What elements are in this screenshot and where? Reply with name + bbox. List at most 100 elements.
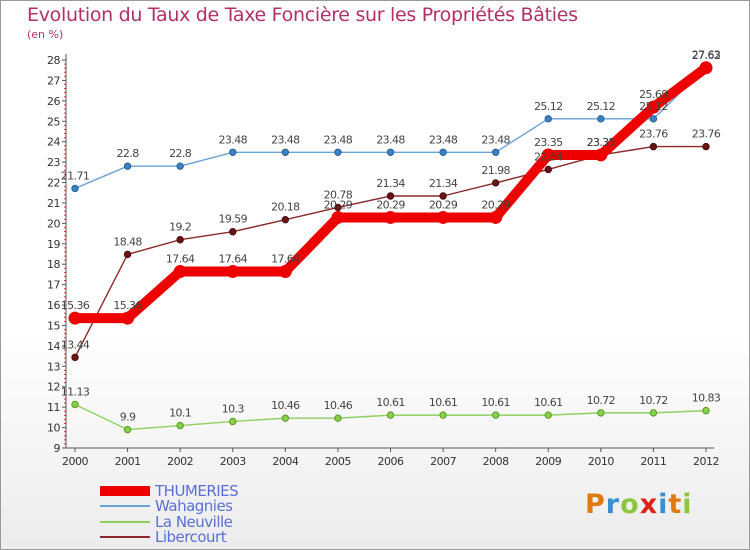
data-point-la-neuville [439, 411, 447, 419]
y-tick-label: 25 [47, 115, 60, 128]
data-label-libercourt: 21.34 [429, 177, 458, 190]
data-point-libercourt [176, 236, 184, 244]
y-tick-label: 20 [47, 217, 60, 230]
data-label-thumeries: 17.64 [219, 253, 248, 266]
legend-label-libercourt: Libercourt [155, 528, 227, 546]
y-tick-label: 14 [47, 340, 60, 353]
y-tick-label: 19 [47, 238, 60, 251]
data-label-libercourt: 20.78 [324, 188, 353, 201]
y-tick-label: 18 [47, 258, 60, 271]
data-point-thumeries [436, 210, 450, 224]
data-point-thumeries [646, 100, 660, 114]
data-point-wahagnies [176, 162, 184, 170]
x-tick-label: 2001 [115, 455, 141, 468]
logo-letter: t [668, 489, 683, 520]
y-tick-label: 11 [47, 401, 60, 414]
x-tick-label: 2000 [62, 455, 88, 468]
axes: 9 10 11 12 13 14 15 16 17 18 19 20 21 22 23 24 25 26 27 28 2… [47, 54, 720, 468]
y-tick-label: 16 [47, 299, 60, 312]
data-label-la-neuville: 10.46 [271, 399, 300, 412]
x-tick-label: 2003 [220, 455, 246, 468]
data-label-thumeries: 20.29 [376, 198, 405, 211]
data-point-wahagnies [597, 115, 605, 123]
data-point-libercourt [491, 179, 500, 187]
data-label-thumeries: 25.69 [639, 88, 668, 101]
data-point-thumeries [331, 210, 345, 224]
data-label-la-neuville: 10.83 [692, 392, 721, 405]
y-tick-label: 12 [47, 381, 60, 394]
data-label-wahagnies: 23.48 [481, 133, 510, 146]
data-label-thumeries: 27.62 [692, 49, 721, 62]
x-tick-label: 2012 [693, 455, 719, 468]
data-label-la-neuville: 10.46 [324, 399, 353, 412]
logo-letter: i [658, 489, 669, 520]
data-label-thumeries: 23.35 [587, 136, 616, 149]
logo-letter: x [639, 489, 659, 520]
x-tick-label: 2010 [588, 455, 614, 468]
data-label-thumeries: 20.29 [429, 198, 458, 211]
data-point-wahagnies [649, 115, 658, 123]
x-tick-label: 2006 [378, 455, 404, 468]
logo-letter: P [585, 489, 606, 520]
data-label-la-neuville: 10.61 [534, 396, 563, 409]
data-point-thumeries [541, 148, 555, 162]
data-label-wahagnies: 23.48 [219, 133, 248, 146]
y-tick-label: 26 [47, 95, 60, 108]
x-tick-label: 2011 [640, 455, 666, 468]
data-label-thumeries: 15.36 [113, 299, 142, 312]
data-point-libercourt [229, 228, 237, 236]
data-point-la-neuville [649, 409, 658, 417]
data-point-thumeries [226, 265, 240, 279]
data-label-wahagnies: 22.8 [169, 147, 192, 160]
data-point-la-neuville [176, 421, 184, 430]
data-point-wahagnies [386, 148, 395, 157]
data-label-thumeries: 17.64 [166, 253, 195, 266]
data-label-libercourt: 20.18 [271, 201, 300, 214]
data-label-wahagnies: 25.12 [534, 100, 563, 113]
data-label-la-neuville: 10.72 [587, 394, 616, 407]
data-point-wahagnies [439, 148, 447, 157]
y-tick-label: 21 [47, 197, 60, 210]
y-tick-label: 10 [47, 422, 60, 435]
data-point-la-neuville [702, 406, 710, 415]
proxiti-logo: Proxiti [585, 489, 693, 520]
data-label-libercourt: 22.64 [534, 150, 563, 163]
data-point-wahagnies [281, 148, 290, 157]
data-label-wahagnies: 23.48 [324, 133, 353, 146]
y-tick-label: 13 [47, 360, 60, 373]
data-point-la-neuville [491, 411, 500, 419]
data-point-la-neuville [544, 411, 552, 419]
x-tick-label: 2005 [325, 455, 351, 468]
data-point-la-neuville [71, 400, 79, 409]
data-label-wahagnies: 25.12 [639, 100, 668, 113]
y-tick-label: 23 [47, 156, 60, 169]
data-point-la-neuville [597, 409, 605, 417]
data-point-la-neuville [229, 417, 237, 426]
data-label-thumeries: 20.29 [481, 198, 510, 211]
data-point-libercourt [386, 192, 395, 200]
data-label-libercourt: 23.76 [639, 128, 668, 141]
data-point-libercourt [281, 215, 290, 224]
data-point-thumeries [121, 311, 135, 325]
y-tick-label: 17 [47, 279, 60, 292]
logo-letter: r [605, 489, 621, 520]
data-label-thumeries: 20.29 [324, 198, 353, 211]
data-label-libercourt: 13.44 [61, 338, 90, 351]
data-label-la-neuville: 10.61 [481, 396, 510, 409]
data-point-la-neuville [281, 414, 290, 422]
data-label-libercourt: 18.48 [113, 235, 142, 248]
data-point-libercourt [544, 165, 552, 174]
data-point-libercourt [334, 203, 342, 212]
data-label-la-neuville: 10.72 [639, 394, 668, 407]
x-tick-label: 2007 [430, 455, 456, 468]
legend-label-thumeries: THUMERIES [154, 482, 238, 500]
data-point-thumeries [68, 311, 82, 325]
series-lines [68, 61, 713, 434]
x-tick-label: 2009 [535, 455, 561, 468]
data-point-thumeries [699, 61, 713, 75]
data-point-la-neuville [386, 411, 395, 419]
data-label-la-neuville: 9.9 [120, 411, 136, 424]
